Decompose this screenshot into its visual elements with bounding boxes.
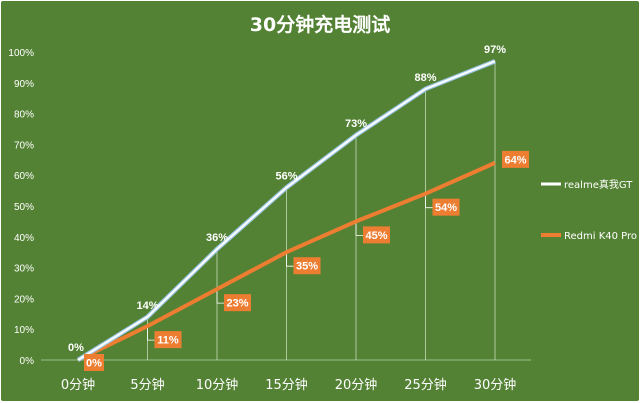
y-tick-label: 30% (14, 264, 34, 275)
y-tick-label: 40% (14, 233, 34, 244)
data-label-redmi: 45% (365, 230, 387, 242)
y-tick-label: 0% (20, 356, 35, 367)
label-leader-line (216, 289, 224, 304)
data-label-box-redmi (224, 294, 251, 312)
label-leader-line (286, 252, 294, 267)
data-label-realme: 88% (414, 72, 436, 84)
data-label-box-redmi (293, 257, 321, 275)
data-label-redmi: 0% (86, 358, 102, 370)
y-tick-label: 90% (14, 79, 34, 90)
data-label-realme: 73% (345, 118, 367, 130)
data-label-realme: 36% (206, 232, 228, 244)
label-leader-line (425, 193, 433, 209)
data-label-realme: 14% (136, 300, 158, 312)
x-tick-label: 25分钟 (404, 377, 447, 393)
y-tick-label: 50% (14, 202, 34, 213)
legend-label: Redmi K40 Pro (564, 231, 637, 242)
x-tick-label: 5分钟 (130, 377, 164, 393)
data-label-redmi: 11% (157, 335, 179, 347)
x-tick-label: 30分钟 (474, 377, 517, 393)
x-tick-label: 10分钟 (196, 377, 239, 393)
legend-label: realme真我GT (564, 178, 633, 191)
y-tick-label: 60% (14, 171, 34, 182)
data-label-box-redmi (154, 331, 182, 349)
data-label-realme: 0% (68, 342, 84, 354)
data-label-realme: 97% (484, 44, 506, 56)
data-label-redmi: 54% (435, 202, 457, 214)
data-label-realme: 56% (275, 171, 297, 183)
label-leader-line (355, 221, 363, 236)
x-tick-label: 0分钟 (61, 377, 95, 393)
data-label-box-redmi (432, 198, 460, 216)
series-line-redmi (77, 161, 496, 362)
data-label-box-redmi (502, 150, 529, 168)
y-tick-label: 20% (14, 294, 34, 305)
y-tick-label: 70% (14, 140, 34, 151)
data-label-box-redmi (84, 354, 104, 371)
data-label-redmi: 64% (504, 154, 526, 166)
chart-title: 30分钟充电测试 (250, 13, 390, 36)
label-leader-line (147, 326, 155, 341)
x-tick-label: 15分钟 (265, 377, 308, 393)
y-tick-label: 80% (14, 110, 34, 121)
x-tick-label: 20分钟 (335, 377, 378, 393)
y-tick-label: 10% (14, 325, 34, 336)
y-tick-label: 100% (8, 48, 34, 59)
data-label-redmi: 23% (226, 298, 248, 310)
series-line-realme (77, 60, 496, 361)
data-label-box-redmi (363, 226, 390, 244)
data-label-redmi: 35% (296, 261, 318, 273)
